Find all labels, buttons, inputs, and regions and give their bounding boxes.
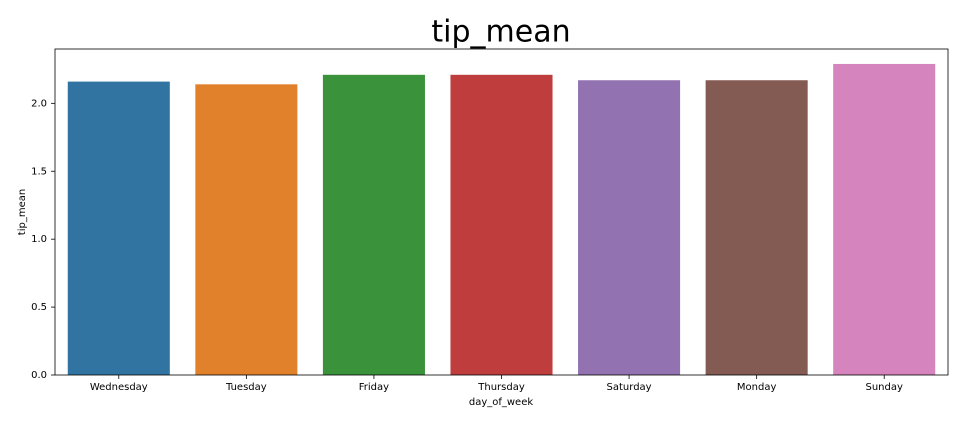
bar	[833, 63, 936, 376]
x-tick-label: Tuesday	[225, 382, 267, 393]
y-tick-label: 0.0	[31, 370, 47, 381]
y-tick-label: 1.5	[31, 166, 47, 177]
x-tick-label: Monday	[737, 382, 777, 393]
y-axis-label: tip_mean	[17, 189, 28, 235]
bar	[578, 80, 681, 375]
x-tick-label: Thursday	[477, 382, 525, 393]
bar	[450, 74, 553, 375]
bar	[322, 74, 425, 375]
x-tick-label: Sunday	[866, 382, 903, 393]
y-tick-label: 1.0	[31, 234, 47, 245]
x-tick-label: Friday	[359, 382, 389, 393]
y-tick-label: 2.0	[31, 98, 47, 109]
chart-title: tip_mean	[431, 15, 570, 50]
y-tick-label: 0.5	[31, 302, 47, 313]
bar	[705, 80, 808, 375]
plot-frame	[54, 48, 949, 376]
bar	[195, 84, 298, 376]
x-tick-label: Saturday	[607, 382, 652, 393]
x-tick-label: Wednesday	[90, 382, 148, 393]
x-axis-label: day_of_week	[469, 397, 534, 408]
bar	[67, 81, 170, 375]
